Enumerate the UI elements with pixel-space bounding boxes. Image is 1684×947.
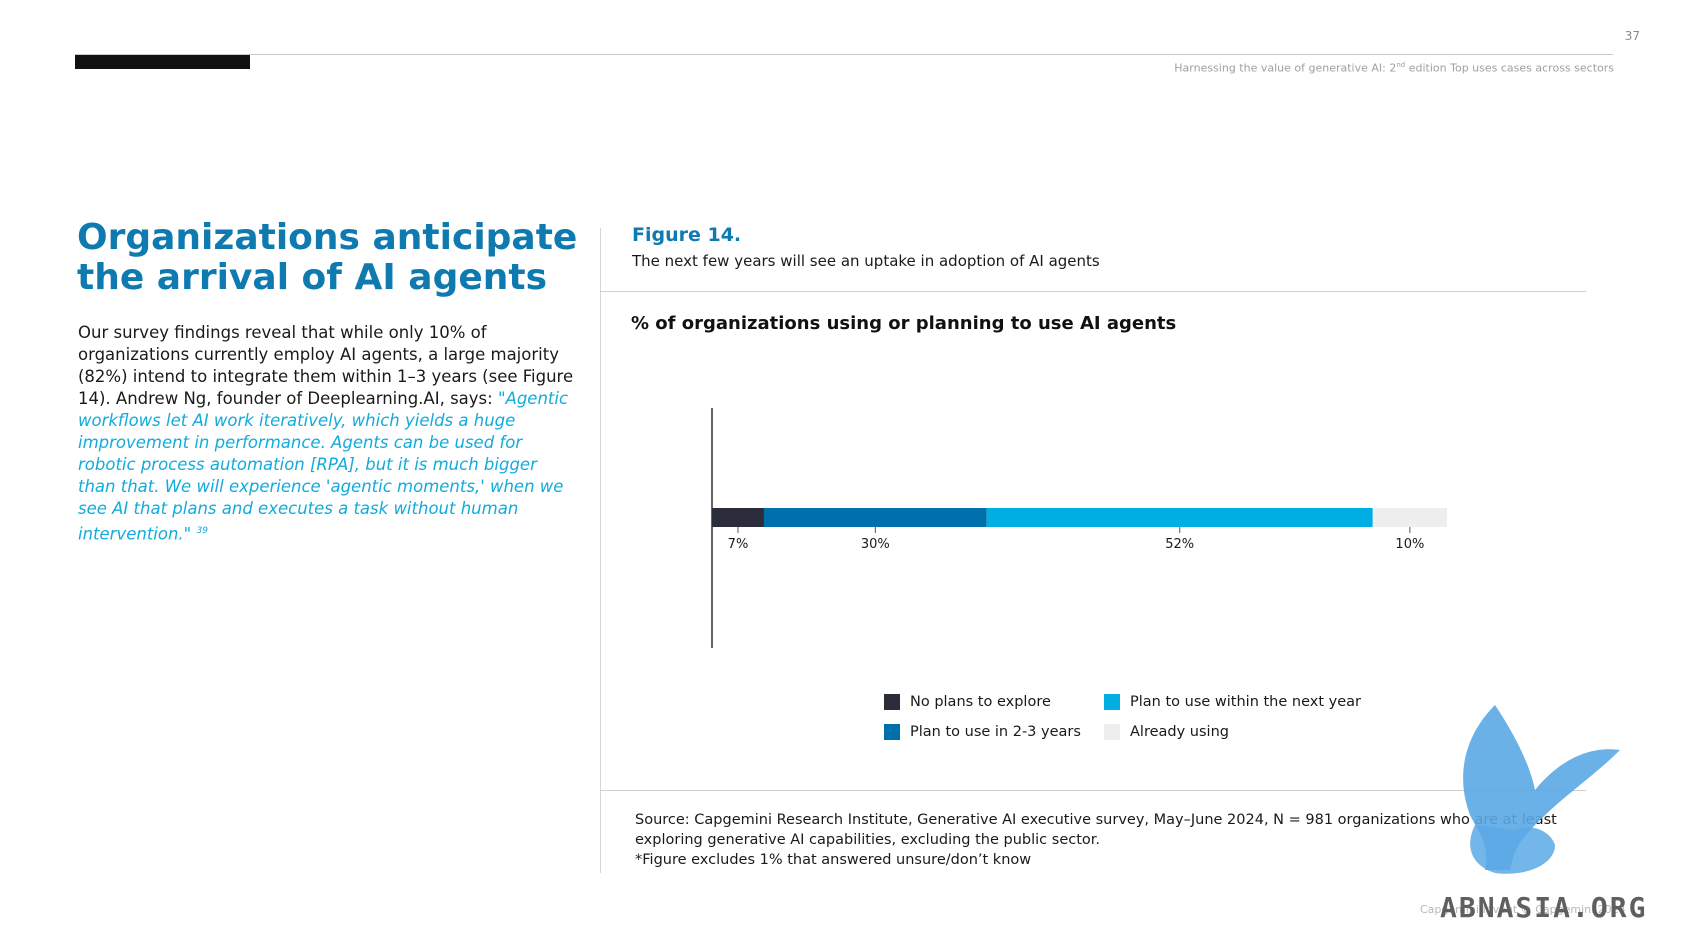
stacked-bar-chart: 7% 30% 52% 10% [711,408,1447,648]
source-line: Source: Capgemini Research Institute, Ge… [635,812,1557,848]
legend-label: Already using [1130,724,1229,740]
legend-item-2-3-years: Plan to use in 2-3 years [884,724,1081,740]
legend-swatch-icon [1104,724,1120,740]
legend-label: Plan to use within the next year [1130,694,1361,710]
footnote-ref: 39 [196,526,208,536]
data-label-2-3-years: 30% [861,537,890,552]
legend-swatch-icon [884,694,900,710]
body-paragraph: Our survey findings reveal that while on… [78,322,578,546]
chart-title: % of organizations using or planning to … [631,313,1177,334]
bar-segment-next-year [986,508,1373,527]
body-text: Our survey findings reveal that while on… [78,323,574,408]
legend-item-already-using: Already using [1104,724,1229,740]
running-head-sup: nd [1396,61,1406,69]
legend-swatch-icon [884,724,900,740]
figure-label: Figure 14. [632,224,742,246]
bar-segment-no-plans [712,508,764,527]
header-accent-bar [75,55,250,69]
chart-bars: 7% 30% 52% 10% [712,508,1447,552]
data-label-next-year: 52% [1165,537,1194,552]
legend-item-no-plans: No plans to explore [884,694,1051,710]
data-label-no-plans: 7% [728,537,749,552]
watermark-griffin-icon [1463,705,1620,874]
figure-divider [600,291,1586,292]
watermark-text: ABNASIA.ORG [1440,891,1648,924]
figure-caption: The next few years will see an uptake in… [632,252,1100,270]
page-title: Organizations anticipate the arrival of … [77,217,578,298]
legend-item-next-year: Plan to use within the next year [1104,694,1361,710]
legend-label: No plans to explore [910,694,1051,710]
running-head-post: edition Top uses cases across sectors [1405,61,1614,75]
source-footnote: *Figure excludes 1% that answered unsure… [635,852,1032,868]
chart-legend: No plans to explore Plan to use in 2-3 y… [884,694,1384,754]
copyright: Capgemini Invent © Capgemini 2024 [1420,903,1626,916]
page-number: 37 [1624,29,1640,43]
bar-segment-2-3-years [763,508,987,527]
source-note: Source: Capgemini Research Institute, Ge… [635,810,1575,870]
quote-text: "Agentic workflows let AI work iterative… [78,389,569,544]
running-head: Harnessing the value of generative AI: 2… [1174,61,1614,75]
legend-swatch-icon [1104,694,1120,710]
data-label-already-using: 10% [1395,537,1424,552]
header-rule [75,54,1613,55]
bar-segment-already-using [1372,508,1447,527]
running-head-pre: Harnessing the value of generative AI: 2 [1174,61,1397,75]
column-divider [600,228,601,873]
legend-label: Plan to use in 2-3 years [910,724,1081,740]
source-divider [600,790,1586,791]
